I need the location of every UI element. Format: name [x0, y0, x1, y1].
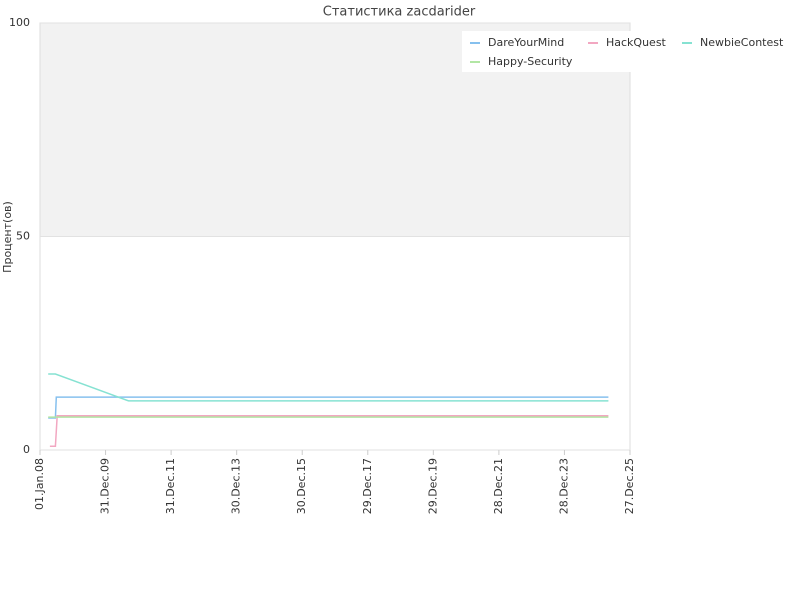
legend-label: HackQuest [606, 36, 667, 49]
legend-box [462, 31, 784, 72]
series-line [49, 415, 609, 447]
x-tick-label: 29.Dec.17 [361, 458, 374, 514]
y-tick-label: 50 [16, 230, 30, 243]
x-tick-label: 30.Dec.15 [295, 458, 308, 514]
legend-label: NewbieContest [700, 36, 784, 49]
legend: DareYourMind HackQuest NewbieContest Happy-… [462, 31, 784, 72]
y-tick-label: 100 [9, 16, 30, 29]
x-tick-label: 29.Dec.19 [426, 458, 439, 514]
chart-title: Статистика zacdarider [323, 5, 476, 20]
x-tick-label: 27.Dec.25 [623, 458, 636, 514]
x-tick-label: 31.Dec.09 [99, 458, 112, 514]
x-tick-label: 31.Dec.11 [164, 458, 177, 514]
legend-label: Happy-Security [488, 55, 573, 68]
x-tick-label: 28.Dec.23 [557, 458, 570, 514]
y-tick-label: 0 [23, 443, 30, 456]
y-axis-label: Процент(ов) [1, 201, 14, 273]
series-line [48, 373, 609, 402]
x-tick-label: 01.Jan.08 [33, 458, 46, 510]
series-line [48, 396, 609, 419]
legend-label: DareYourMind [488, 36, 564, 49]
x-tick-label: 30.Dec.13 [230, 458, 243, 514]
x-tick-label: 28.Dec.21 [492, 458, 505, 514]
